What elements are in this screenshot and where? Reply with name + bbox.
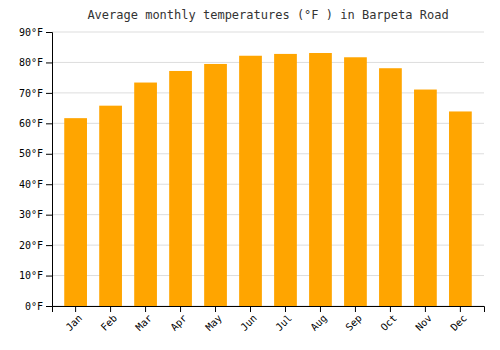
- y-tick-label: 80°F: [19, 57, 43, 68]
- bar: [414, 90, 437, 306]
- x-tick-mark: [285, 306, 286, 312]
- x-tick-label: Jul: [273, 312, 294, 333]
- x-tick-mark: [320, 306, 321, 312]
- y-tick: 0°F: [25, 301, 52, 312]
- x-tick: Apr: [168, 306, 189, 333]
- x-tick-label: Mar: [134, 312, 155, 333]
- x-tick: Dec: [448, 306, 469, 333]
- x-tick-label: Jan: [64, 312, 85, 333]
- bar: [449, 111, 472, 306]
- y-tick-mark: [46, 215, 52, 216]
- y-tick-label: 50°F: [19, 148, 43, 159]
- y-tick-label: 10°F: [19, 270, 43, 281]
- x-tick-label: Apr: [168, 312, 189, 333]
- y-tick-label: 30°F: [19, 209, 43, 220]
- x-tick-label: Oct: [378, 312, 399, 333]
- x-tick: Nov: [413, 306, 434, 333]
- chart: Jan Feb Mar Apr May Jun Jul Aug Sep Oct Nov Dec 0°F 1…: [0, 0, 500, 350]
- y-tick-label: 40°F: [19, 179, 43, 190]
- bar: [344, 57, 367, 306]
- grid: [52, 32, 484, 306]
- bar: [309, 53, 332, 306]
- x-tick: Sep: [343, 306, 364, 333]
- grid-line: [52, 62, 484, 63]
- x-tick: Mar: [134, 306, 155, 333]
- y-tick-mark: [46, 32, 52, 33]
- x-tick-mark: [215, 306, 216, 312]
- title: Average monthly temperatures (°F ) in Ba…: [87, 8, 448, 22]
- y-tick: 50°F: [19, 148, 52, 159]
- y-tick-label: 60°F: [19, 118, 43, 129]
- x-axis: Jan Feb Mar Apr May Jun Jul Aug Sep Oct Nov Dec: [53, 306, 485, 333]
- y-tick-mark: [46, 184, 52, 185]
- x-tick: Feb: [99, 306, 120, 333]
- x-tick-mark: [355, 306, 356, 312]
- x-tick-label: Dec: [448, 312, 469, 333]
- bar: [204, 64, 227, 306]
- y-tick: 60°F: [19, 118, 52, 129]
- y-tick: 40°F: [19, 179, 52, 190]
- x-tick-label: Nov: [413, 312, 434, 333]
- bar: [134, 83, 157, 306]
- x-tick: Jan: [64, 306, 85, 333]
- x-tick-mark: [180, 306, 181, 312]
- x-tick-mark: [75, 306, 76, 312]
- y-tick: 70°F: [19, 88, 52, 99]
- y-axis: 0°F 10°F 20°F 30°F 40°F 50°F 60°F 70°F 80°F 90°F: [19, 27, 53, 312]
- y-tick-mark: [46, 154, 52, 155]
- bar: [239, 56, 262, 306]
- y-tick: 90°F: [19, 27, 52, 38]
- x-tick-mark: [425, 306, 426, 312]
- y-tick: 10°F: [19, 270, 52, 281]
- plot: Jan Feb Mar Apr May Jun Jul Aug Sep Oct Nov Dec 0°F 1…: [19, 27, 485, 333]
- grid-line: [52, 32, 484, 33]
- x-tick: Aug: [308, 306, 329, 333]
- y-tick-mark: [46, 123, 52, 124]
- x-tick-mark: [460, 306, 461, 312]
- bar: [169, 71, 192, 306]
- x-tick: Jun: [238, 306, 259, 333]
- y-tick: 20°F: [19, 240, 52, 251]
- y-tick-label: 90°F: [19, 27, 43, 38]
- x-tick-label: Sep: [343, 312, 364, 333]
- bars: [64, 53, 472, 306]
- y-tick-label: 0°F: [25, 301, 43, 312]
- x-tick: May: [203, 306, 224, 333]
- y-tick-mark: [46, 276, 52, 277]
- x-tick-mark: [110, 306, 111, 312]
- x-tick-label: May: [203, 312, 224, 333]
- y-axis-line: [46, 33, 53, 307]
- x-tick-mark: [250, 306, 251, 312]
- bar: [64, 118, 87, 306]
- y-tick: 30°F: [19, 209, 52, 220]
- y-tick: 80°F: [19, 57, 52, 68]
- x-tick-label: Jun: [238, 312, 259, 333]
- y-tick-mark: [46, 245, 52, 246]
- x-tick-mark: [390, 306, 391, 312]
- x-tick: Jul: [273, 306, 294, 333]
- x-tick-label: Feb: [99, 312, 120, 333]
- y-tick-label: 20°F: [19, 240, 43, 251]
- x-tick-mark: [145, 306, 146, 312]
- y-tick-label: 70°F: [19, 88, 43, 99]
- y-tick-mark: [46, 306, 52, 307]
- x-tick: Oct: [378, 306, 399, 333]
- y-tick-mark: [46, 62, 52, 63]
- y-tick-mark: [46, 93, 52, 94]
- x-tick-label: Aug: [308, 312, 329, 333]
- bar: [379, 68, 402, 306]
- x-axis-line: [53, 307, 485, 313]
- bar: [274, 54, 297, 306]
- bar: [99, 106, 122, 306]
